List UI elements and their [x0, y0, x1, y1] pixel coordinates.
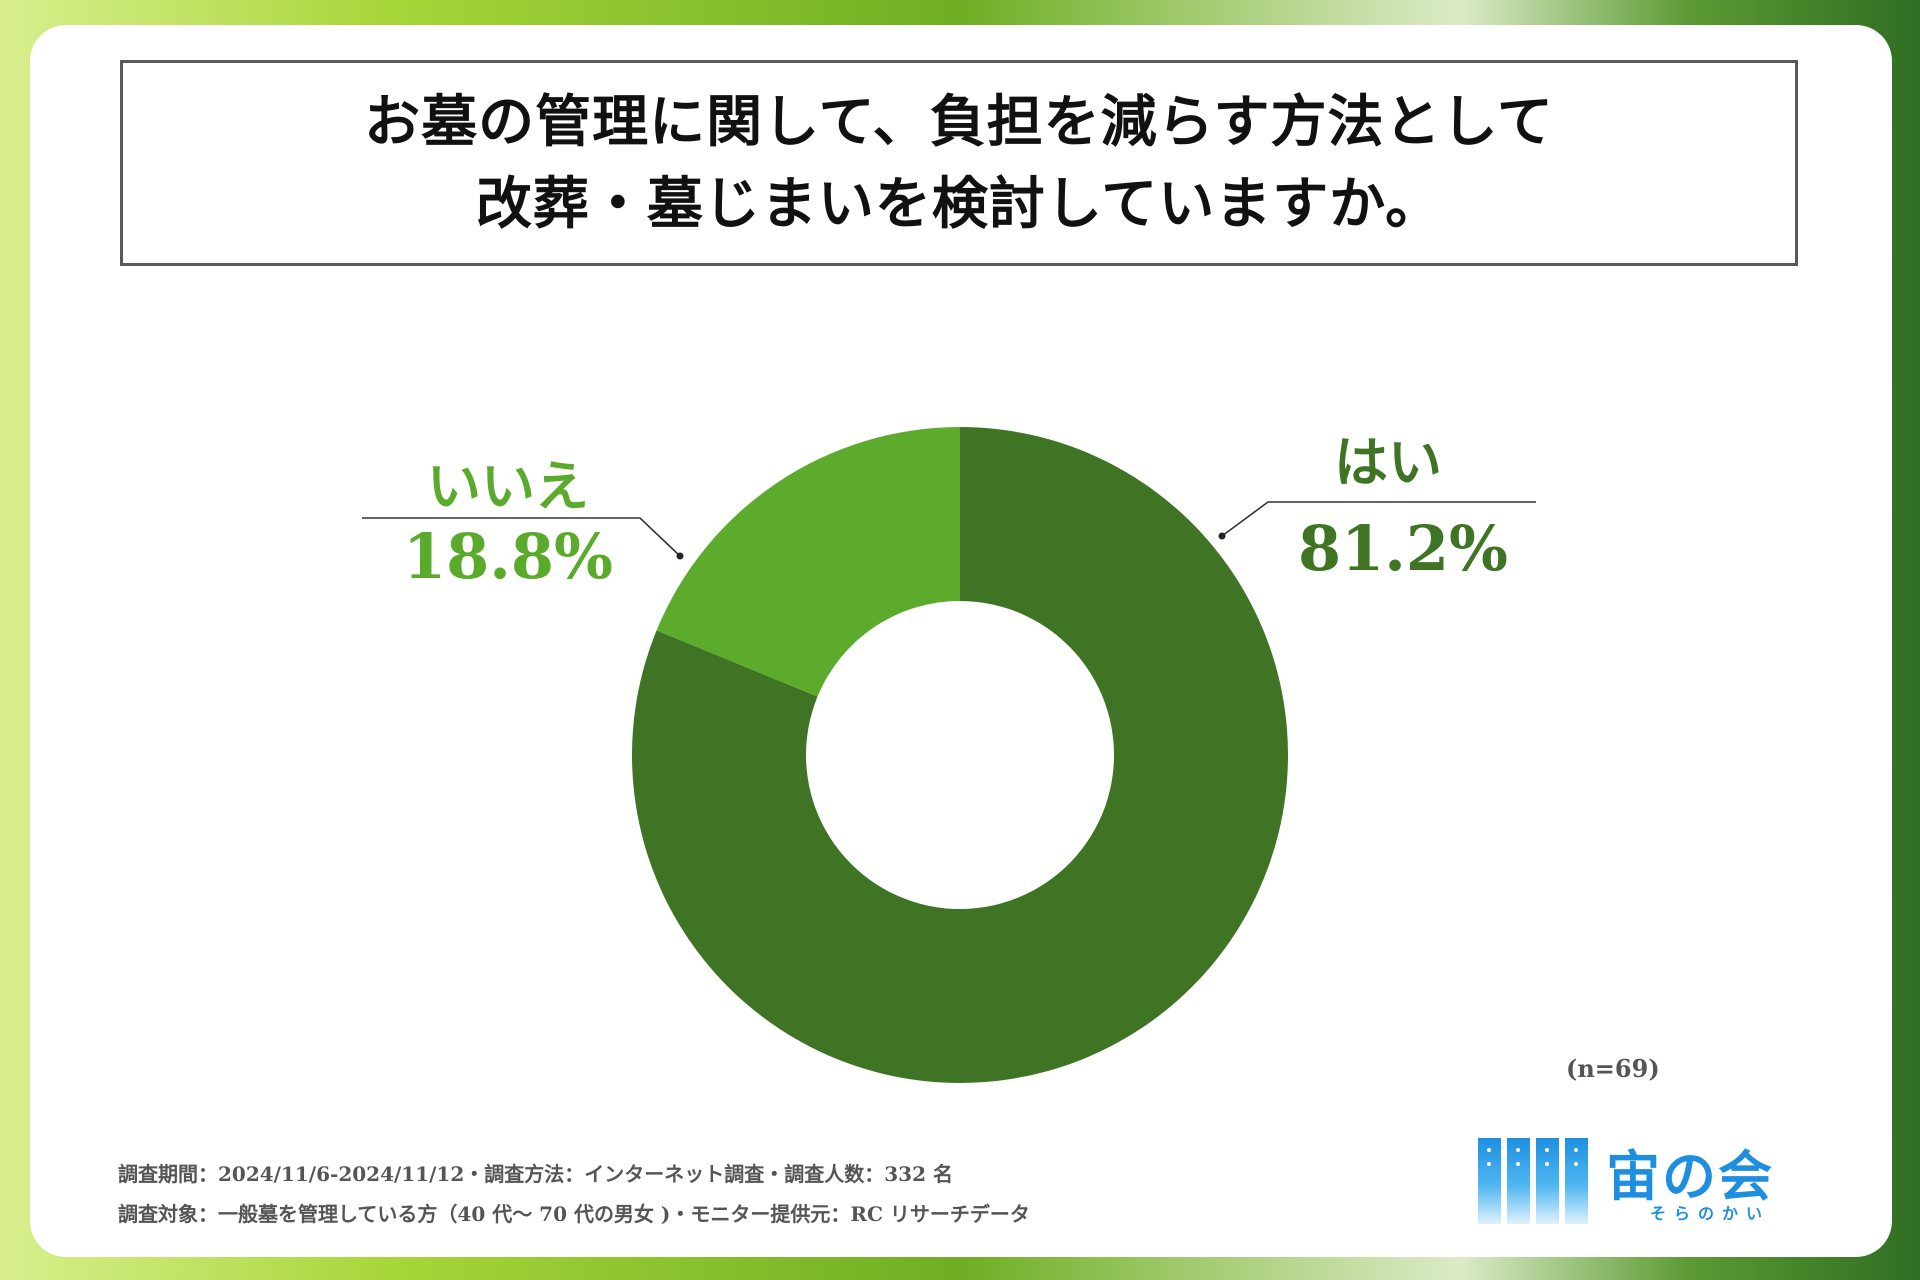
title-line-2: 改葬・墓じまいを検討していますか。 — [475, 171, 1443, 237]
leader-dot-yes — [1218, 532, 1226, 540]
donut-slice-1 — [656, 427, 960, 697]
logo-kana: そらのかい — [1650, 1204, 1771, 1223]
logo-mark-icon — [1478, 1138, 1588, 1224]
donut-slices — [631, 427, 1288, 1083]
leader-line-yes — [1221, 501, 1536, 537]
title-line-1: お墓の管理に関して、負担を減らす方法として — [364, 89, 1554, 155]
sample-size: (n=69) — [1566, 1054, 1660, 1083]
leader-line-no — [362, 517, 681, 557]
logo-name: 宙の会 — [1606, 1145, 1774, 1208]
leader-lines — [362, 501, 1536, 560]
footnote-survey-period: 調査期間：2024/11/6-2024/11/12・調査方法：インターネット調査… — [118, 1162, 953, 1186]
slice-value-yes: 81.2% — [1298, 512, 1508, 585]
footnote-survey-target: 調査対象：一般墓を管理している方（40 代～ 70 代の男女 )・モニター提供元… — [118, 1202, 1030, 1226]
slice-label-no: いいえ — [427, 454, 589, 518]
donut-slice-0 — [631, 427, 1288, 1083]
brand-logo: 宙の会 そらのかい — [1478, 1136, 1818, 1226]
leader-dot-no — [676, 552, 684, 560]
slice-value-no: 18.8% — [403, 520, 613, 593]
slice-label-yes: はい — [1334, 430, 1442, 494]
title-box: お墓の管理に関して、負担を減らす方法として 改葬・墓じまいを検討していますか。 — [120, 60, 1798, 266]
